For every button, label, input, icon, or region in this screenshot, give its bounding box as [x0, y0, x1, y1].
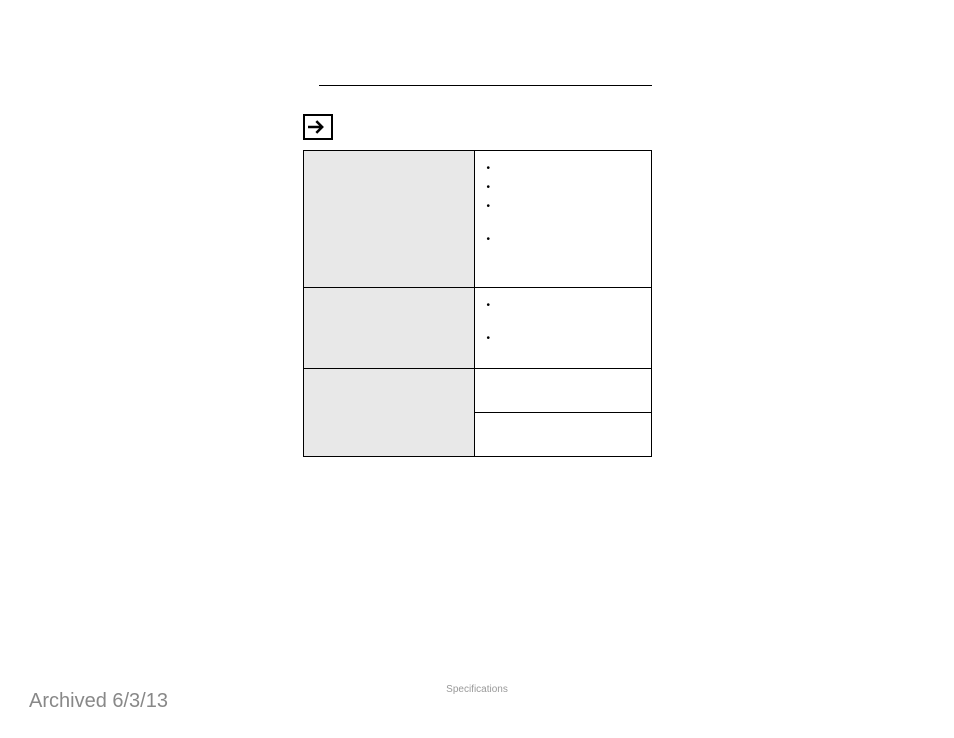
- footer-archived-label: Archived 6/3/13: [29, 690, 168, 713]
- list-item: [487, 197, 643, 216]
- content-area: [303, 78, 652, 457]
- header-divider: [319, 78, 652, 86]
- list-item: [487, 329, 643, 348]
- spec-table: [303, 150, 652, 457]
- label-cell: [304, 288, 475, 369]
- arrow-right-icon: [303, 114, 333, 140]
- list-item: [487, 296, 643, 315]
- table-row: [304, 288, 652, 369]
- list-item: [487, 230, 643, 249]
- footer-center-label: Specifications: [446, 684, 508, 695]
- value-cell: [474, 151, 651, 288]
- table-row: [304, 151, 652, 288]
- value-cell: [474, 413, 651, 457]
- value-cell: [474, 288, 651, 369]
- list-item: [487, 159, 643, 178]
- label-cell: [304, 151, 475, 288]
- bullet-list: [483, 296, 643, 348]
- list-item: [487, 178, 643, 197]
- bullet-list: [483, 159, 643, 249]
- label-cell: [304, 369, 475, 457]
- value-cell: [474, 369, 651, 413]
- table-row: [304, 369, 652, 413]
